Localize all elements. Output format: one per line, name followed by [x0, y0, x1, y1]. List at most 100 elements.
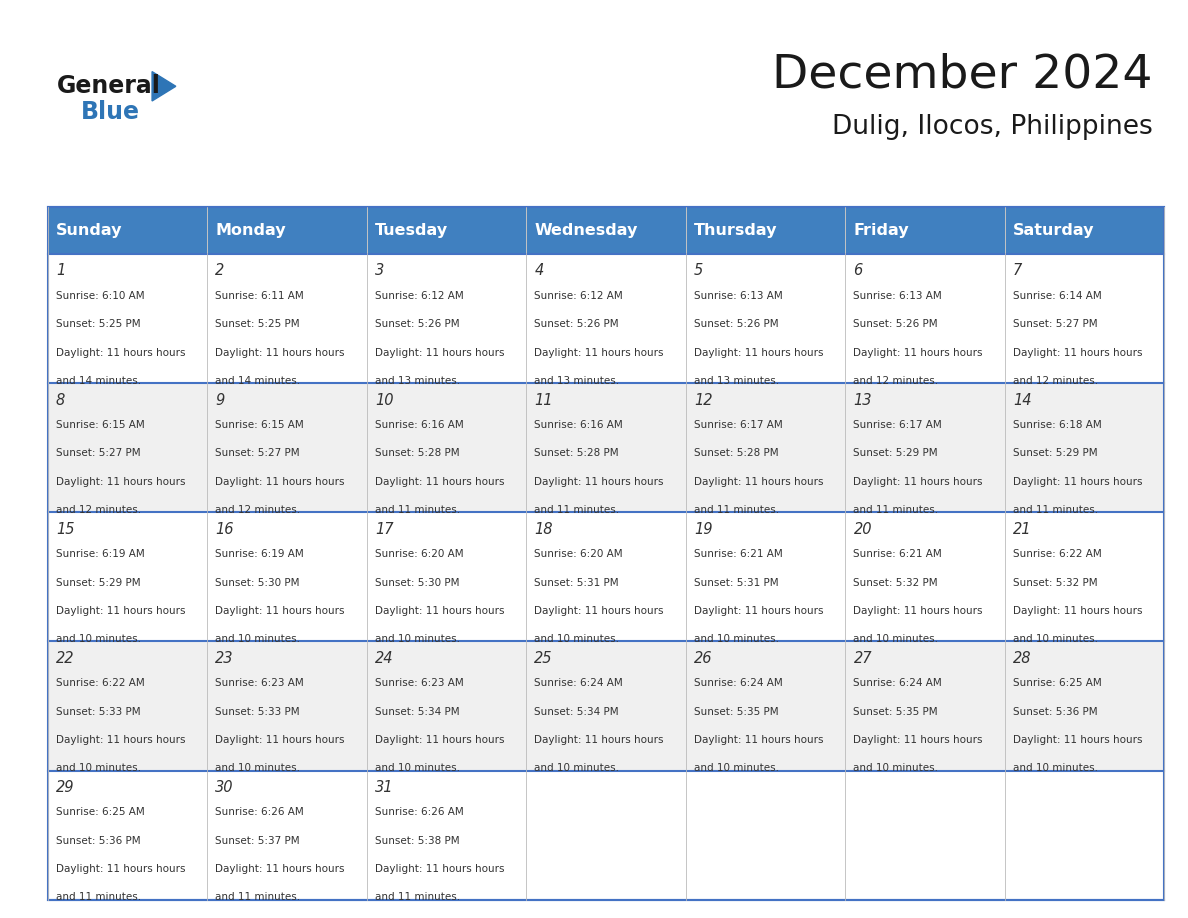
Bar [367, 254, 526, 384]
Text: 2: 2 [215, 263, 225, 278]
Text: 15: 15 [56, 521, 75, 537]
Text: Daylight: 11 hours hours: Daylight: 11 hours hours [215, 735, 345, 745]
Bar [685, 512, 845, 642]
Text: Sunrise: 6:24 AM: Sunrise: 6:24 AM [694, 678, 783, 688]
Text: Sunset: 5:29 PM: Sunset: 5:29 PM [1013, 449, 1098, 458]
Text: Sunrise: 6:10 AM: Sunrise: 6:10 AM [56, 291, 145, 301]
Text: Dulig, Ilocos, Philippines: Dulig, Ilocos, Philippines [832, 114, 1152, 140]
Text: 29: 29 [56, 779, 75, 795]
Text: Sunset: 5:38 PM: Sunset: 5:38 PM [375, 835, 460, 845]
Text: Sunday: Sunday [56, 223, 122, 238]
Text: Daylight: 11 hours hours: Daylight: 11 hours hours [694, 476, 823, 487]
Bar [48, 384, 207, 512]
Text: 23: 23 [215, 651, 234, 666]
Bar [845, 642, 1005, 770]
Text: and 12 minutes.: and 12 minutes. [853, 376, 939, 386]
Text: Daylight: 11 hours hours: Daylight: 11 hours hours [853, 606, 982, 616]
Text: Daylight: 11 hours hours: Daylight: 11 hours hours [375, 476, 505, 487]
Text: Sunrise: 6:24 AM: Sunrise: 6:24 AM [535, 678, 624, 688]
Text: Sunset: 5:29 PM: Sunset: 5:29 PM [56, 577, 140, 588]
Text: Daylight: 11 hours hours: Daylight: 11 hours hours [1013, 735, 1143, 745]
Text: and 11 minutes.: and 11 minutes. [853, 505, 939, 515]
Text: 20: 20 [853, 521, 872, 537]
Text: 13: 13 [853, 393, 872, 408]
Text: and 10 minutes.: and 10 minutes. [215, 764, 301, 773]
Text: 3: 3 [375, 263, 384, 278]
Text: Sunset: 5:33 PM: Sunset: 5:33 PM [56, 707, 140, 717]
Bar [367, 384, 526, 512]
Text: Daylight: 11 hours hours: Daylight: 11 hours hours [853, 735, 982, 745]
Text: Sunset: 5:35 PM: Sunset: 5:35 PM [853, 707, 939, 717]
Text: Sunset: 5:30 PM: Sunset: 5:30 PM [375, 577, 460, 588]
Text: Sunrise: 6:25 AM: Sunrise: 6:25 AM [1013, 678, 1101, 688]
Text: and 10 minutes.: and 10 minutes. [375, 634, 460, 644]
Bar [526, 770, 685, 900]
Text: Sunrise: 6:23 AM: Sunrise: 6:23 AM [375, 678, 463, 688]
Bar [48, 770, 207, 900]
Bar [526, 642, 685, 770]
Text: Sunset: 5:26 PM: Sunset: 5:26 PM [853, 319, 939, 330]
Text: Daylight: 11 hours hours: Daylight: 11 hours hours [56, 606, 185, 616]
Text: Daylight: 11 hours hours: Daylight: 11 hours hours [535, 476, 664, 487]
Text: and 12 minutes.: and 12 minutes. [1013, 376, 1098, 386]
Bar [1005, 384, 1164, 512]
Text: Sunset: 5:29 PM: Sunset: 5:29 PM [853, 449, 939, 458]
Text: 30: 30 [215, 779, 234, 795]
Text: Daylight: 11 hours hours: Daylight: 11 hours hours [375, 864, 505, 874]
Text: Sunrise: 6:22 AM: Sunrise: 6:22 AM [56, 678, 145, 688]
Text: and 10 minutes.: and 10 minutes. [694, 634, 779, 644]
Text: Sunset: 5:34 PM: Sunset: 5:34 PM [375, 707, 460, 717]
Polygon shape [152, 72, 176, 101]
Bar [526, 207, 685, 254]
Bar [1005, 642, 1164, 770]
Text: Sunset: 5:30 PM: Sunset: 5:30 PM [215, 577, 299, 588]
Text: and 11 minutes.: and 11 minutes. [535, 505, 620, 515]
Text: Sunset: 5:25 PM: Sunset: 5:25 PM [56, 319, 140, 330]
Text: 6: 6 [853, 263, 862, 278]
Text: and 10 minutes.: and 10 minutes. [853, 634, 939, 644]
Text: Sunset: 5:28 PM: Sunset: 5:28 PM [535, 449, 619, 458]
Text: Sunrise: 6:19 AM: Sunrise: 6:19 AM [215, 549, 304, 559]
Text: Daylight: 11 hours hours: Daylight: 11 hours hours [853, 348, 982, 358]
Bar [48, 642, 207, 770]
Text: Sunrise: 6:19 AM: Sunrise: 6:19 AM [56, 549, 145, 559]
Bar [207, 512, 367, 642]
Text: Sunset: 5:27 PM: Sunset: 5:27 PM [1013, 319, 1098, 330]
Bar [207, 384, 367, 512]
Text: Sunrise: 6:20 AM: Sunrise: 6:20 AM [535, 549, 623, 559]
Text: Sunrise: 6:16 AM: Sunrise: 6:16 AM [375, 420, 463, 430]
Bar [1005, 770, 1164, 900]
Text: Sunrise: 6:17 AM: Sunrise: 6:17 AM [694, 420, 783, 430]
Text: Sunset: 5:32 PM: Sunset: 5:32 PM [1013, 577, 1098, 588]
Bar [367, 642, 526, 770]
Text: Daylight: 11 hours hours: Daylight: 11 hours hours [694, 348, 823, 358]
Text: Thursday: Thursday [694, 223, 777, 238]
Text: and 12 minutes.: and 12 minutes. [56, 505, 141, 515]
Text: Sunset: 5:36 PM: Sunset: 5:36 PM [1013, 707, 1098, 717]
Text: Sunset: 5:36 PM: Sunset: 5:36 PM [56, 835, 140, 845]
Text: Sunrise: 6:26 AM: Sunrise: 6:26 AM [215, 807, 304, 817]
Text: Sunset: 5:26 PM: Sunset: 5:26 PM [694, 319, 778, 330]
Bar [526, 384, 685, 512]
Text: Tuesday: Tuesday [375, 223, 448, 238]
Text: Sunrise: 6:21 AM: Sunrise: 6:21 AM [694, 549, 783, 559]
Text: Daylight: 11 hours hours: Daylight: 11 hours hours [694, 606, 823, 616]
Bar [1005, 254, 1164, 384]
Text: and 10 minutes.: and 10 minutes. [1013, 764, 1098, 773]
Text: Sunrise: 6:12 AM: Sunrise: 6:12 AM [535, 291, 624, 301]
Text: Sunrise: 6:14 AM: Sunrise: 6:14 AM [1013, 291, 1101, 301]
Text: Daylight: 11 hours hours: Daylight: 11 hours hours [56, 864, 185, 874]
Bar [845, 254, 1005, 384]
Text: Daylight: 11 hours hours: Daylight: 11 hours hours [56, 348, 185, 358]
Text: and 13 minutes.: and 13 minutes. [535, 376, 620, 386]
Text: and 11 minutes.: and 11 minutes. [375, 892, 460, 902]
Bar [526, 254, 685, 384]
Text: Sunset: 5:32 PM: Sunset: 5:32 PM [853, 577, 939, 588]
Text: Daylight: 11 hours hours: Daylight: 11 hours hours [853, 476, 982, 487]
Text: Daylight: 11 hours hours: Daylight: 11 hours hours [375, 606, 505, 616]
Text: Sunrise: 6:17 AM: Sunrise: 6:17 AM [853, 420, 942, 430]
Text: and 13 minutes.: and 13 minutes. [375, 376, 460, 386]
Text: and 11 minutes.: and 11 minutes. [215, 892, 301, 902]
Text: December 2024: December 2024 [772, 52, 1152, 98]
Bar [207, 254, 367, 384]
